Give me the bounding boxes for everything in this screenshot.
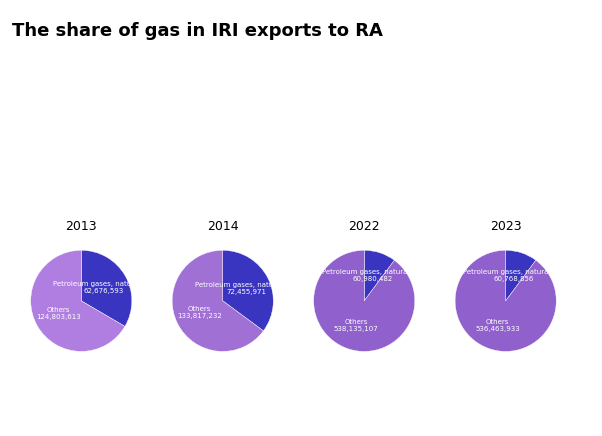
Text: Petroleum gases, natural gas
72,455,971: Petroleum gases, natural gas 72,455,971 xyxy=(195,283,297,296)
Wedge shape xyxy=(455,250,556,351)
Wedge shape xyxy=(223,250,273,331)
Wedge shape xyxy=(31,250,125,351)
Text: The share of gas in IRI exports to RA: The share of gas in IRI exports to RA xyxy=(12,22,383,40)
Text: Petroleum gases, natural gas
60,768,856: Petroleum gases, natural gas 60,768,856 xyxy=(463,269,565,283)
Wedge shape xyxy=(172,250,264,351)
Wedge shape xyxy=(506,250,536,301)
Text: Others
133,817,232: Others 133,817,232 xyxy=(177,306,222,319)
Text: Petroleum gases, natural gas
62,676,593: Petroleum gases, natural gas 62,676,593 xyxy=(53,281,155,294)
Text: Others
538,135,107: Others 538,135,107 xyxy=(334,319,378,332)
Text: Petroleum gases, natural gas
60,980,482: Petroleum gases, natural gas 60,980,482 xyxy=(321,269,423,283)
Text: Others
536,463,933: Others 536,463,933 xyxy=(475,319,520,332)
Text: 2022: 2022 xyxy=(349,220,380,233)
Text: 2014: 2014 xyxy=(207,220,238,233)
Text: Others
124,803,613: Others 124,803,613 xyxy=(36,307,81,320)
Wedge shape xyxy=(314,250,415,351)
Wedge shape xyxy=(81,250,132,327)
Text: 2023: 2023 xyxy=(490,220,521,233)
Text: 2013: 2013 xyxy=(66,220,97,233)
Wedge shape xyxy=(364,250,394,301)
